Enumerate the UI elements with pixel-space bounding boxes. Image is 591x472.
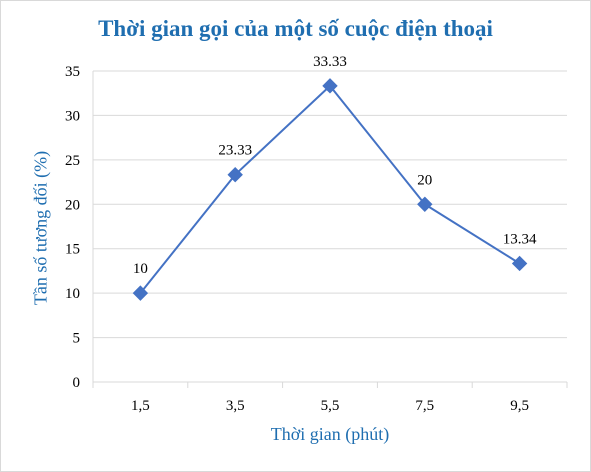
- data-point: [417, 196, 433, 212]
- data-point: [227, 166, 243, 183]
- data-label: 20: [417, 172, 432, 188]
- chart-title: Thời gian gọi của một số cuộc điện thoại: [98, 16, 493, 41]
- data-point: [132, 285, 149, 301]
- x-axis-title: Thời gian (phút): [270, 424, 390, 444]
- y-tick-label: 35: [65, 64, 80, 80]
- x-tick-label: 5,5: [321, 398, 340, 414]
- x-tick-label: 9,5: [510, 398, 529, 414]
- series-line: [139, 84, 521, 294]
- data-label: 33.33: [313, 54, 347, 70]
- x-tick-label: 3,5: [226, 398, 245, 414]
- y-tick-label: 30: [65, 108, 80, 124]
- y-axis-title: Tần số tương đối (%): [30, 150, 51, 306]
- y-tick-label: 20: [65, 197, 80, 213]
- data-point: [322, 78, 338, 94]
- y-tick-label: 25: [65, 153, 80, 169]
- y-tick-label: 5: [73, 331, 81, 347]
- data-point: [511, 255, 528, 272]
- data-label: 10: [133, 261, 148, 277]
- y-tick-label: 0: [73, 375, 81, 391]
- x-tick-label: 7,5: [415, 398, 434, 414]
- data-label: 23.33: [218, 143, 252, 159]
- data-label: 13.34: [503, 231, 537, 247]
- y-tick-label: 15: [65, 242, 80, 258]
- y-tick-label: 10: [65, 286, 80, 302]
- x-tick-label: 1,5: [131, 398, 150, 414]
